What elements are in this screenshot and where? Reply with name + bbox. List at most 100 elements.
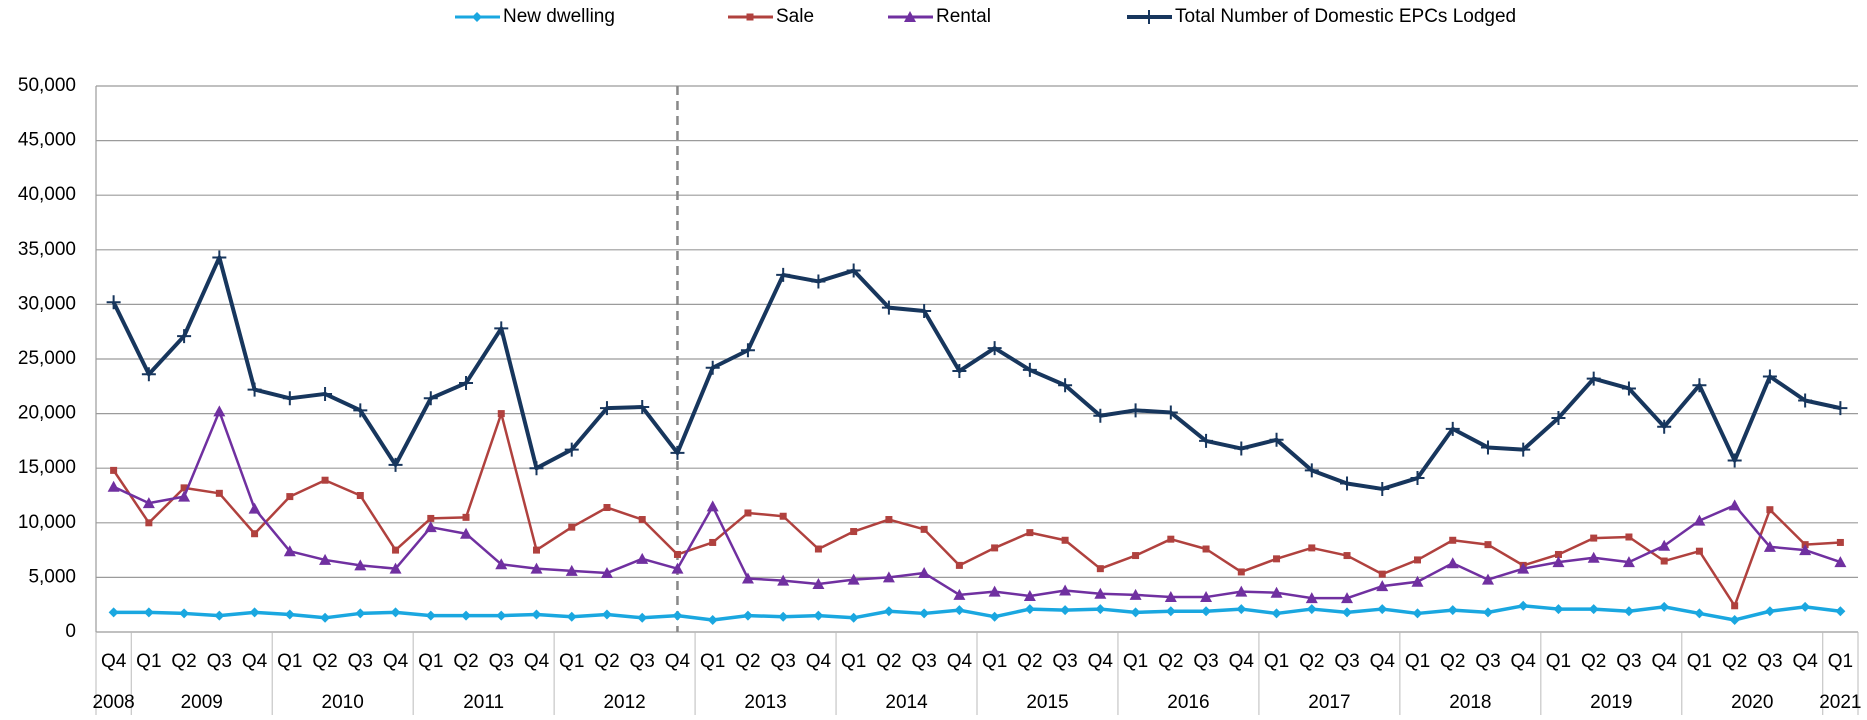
marker <box>917 303 932 318</box>
marker <box>1026 529 1034 537</box>
x-tick-label: Q4 <box>101 651 127 672</box>
series-line <box>113 410 1841 600</box>
marker <box>107 480 120 492</box>
marker <box>779 512 787 520</box>
marker <box>919 608 930 619</box>
x-tick-label: Q3 <box>1052 651 1077 672</box>
x-tick-label: Q2 <box>312 651 337 672</box>
marker <box>952 364 967 379</box>
marker <box>423 391 438 406</box>
marker <box>1343 552 1351 560</box>
x-tick-label: Q3 <box>1616 651 1641 672</box>
marker <box>319 553 332 565</box>
y-tick-label: 5,000 <box>28 566 76 587</box>
x-tick-label: Q4 <box>1652 651 1678 672</box>
marker <box>1625 533 1633 541</box>
marker <box>425 610 436 621</box>
marker <box>1731 602 1739 610</box>
x-tick-label: Q4 <box>1370 651 1396 672</box>
x-tick-label: Q1 <box>700 651 725 672</box>
marker <box>355 608 366 619</box>
marker <box>533 546 540 554</box>
x-group-label: 2016 <box>1167 692 1209 713</box>
marker <box>673 550 681 558</box>
marker <box>1340 476 1355 491</box>
y-tick-label: 40,000 <box>18 184 76 205</box>
x-group-label: 2013 <box>744 692 786 713</box>
marker <box>461 610 472 621</box>
x-group-label: 2008 <box>92 692 134 713</box>
marker <box>1234 441 1249 456</box>
marker <box>885 516 893 524</box>
marker <box>637 612 648 623</box>
marker <box>1587 551 1600 563</box>
marker <box>247 382 262 397</box>
marker <box>1692 378 1707 393</box>
x-tick-label: Q1 <box>1123 651 1148 672</box>
marker <box>706 500 719 512</box>
marker <box>356 492 364 499</box>
marker <box>1554 550 1562 558</box>
marker <box>881 300 896 315</box>
marker <box>848 612 859 623</box>
x-tick-label: Q1 <box>1546 651 1571 672</box>
marker <box>1411 575 1424 587</box>
y-tick-label: 10,000 <box>18 512 76 533</box>
x-tick-label: Q2 <box>1440 651 1465 672</box>
marker <box>1694 608 1705 619</box>
marker <box>284 609 295 620</box>
marker <box>1199 433 1214 448</box>
marker <box>1480 440 1495 455</box>
marker <box>1341 592 1354 604</box>
marker <box>1833 401 1848 416</box>
marker <box>1623 606 1634 617</box>
marker <box>1836 538 1844 546</box>
marker <box>672 610 683 621</box>
x-tick-label: Q4 <box>665 651 691 672</box>
marker <box>635 400 650 415</box>
marker <box>178 490 191 502</box>
marker <box>1551 410 1566 425</box>
marker <box>565 564 578 576</box>
marker <box>988 585 1001 597</box>
marker <box>248 502 261 514</box>
x-tick-label: Q3 <box>207 651 232 672</box>
x-group-label: 2020 <box>1731 692 1773 713</box>
marker <box>1590 534 1598 542</box>
marker <box>388 457 403 472</box>
marker <box>1022 362 1037 377</box>
x-tick-label: Q2 <box>876 651 901 672</box>
marker <box>742 610 753 621</box>
marker <box>1093 408 1108 423</box>
marker <box>920 525 928 533</box>
marker <box>320 612 331 623</box>
marker <box>568 523 576 531</box>
marker <box>566 611 577 622</box>
x-group-label: 2010 <box>322 692 364 713</box>
marker <box>1165 606 1176 617</box>
x-tick-label: Q1 <box>1828 651 1853 672</box>
marker <box>603 504 611 512</box>
x-tick-label: Q1 <box>1687 651 1712 672</box>
marker <box>1728 499 1741 511</box>
marker <box>1518 600 1529 611</box>
marker <box>1236 604 1247 615</box>
x-tick-label: Q3 <box>348 651 373 672</box>
marker <box>1058 378 1073 393</box>
marker <box>1798 393 1813 408</box>
y-tick-label: 20,000 <box>18 403 76 424</box>
x-tick-label: Q1 <box>1405 651 1430 672</box>
marker <box>496 610 507 621</box>
marker <box>1659 601 1670 612</box>
marker <box>601 609 612 620</box>
marker <box>497 410 505 418</box>
legend-marker <box>472 12 482 22</box>
marker <box>991 544 999 552</box>
marker <box>213 405 226 417</box>
marker <box>1273 555 1281 563</box>
x-group-label: 2019 <box>1590 692 1632 713</box>
x-tick-label: Q1 <box>982 651 1007 672</box>
series-line <box>113 604 1841 622</box>
marker <box>286 493 294 501</box>
